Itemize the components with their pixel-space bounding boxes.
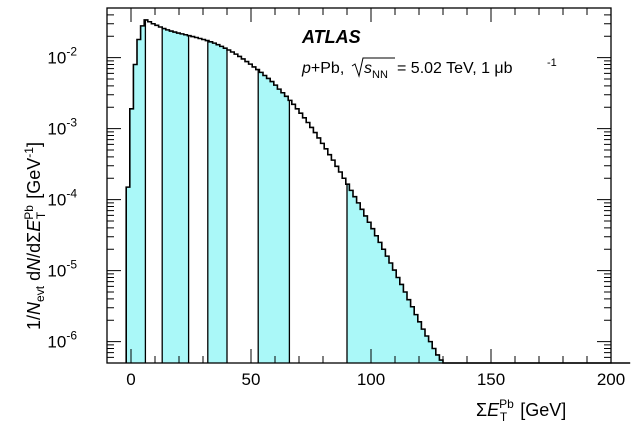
svg-text:1/Nevt dN/dΣEPbT [GeV-1]: 1/Nevt dN/dΣEPbT [GeV-1]: [22, 142, 48, 330]
shaded-interval-0: [126, 19, 146, 363]
y-tick-label: 10-6: [47, 329, 77, 352]
y-tick-label: 10-5: [47, 258, 77, 281]
x-tick-label: 100: [357, 370, 385, 389]
shaded-interval-2: [207, 40, 227, 364]
energy-label: = 5.02 TeV, 1 μb: [397, 60, 513, 77]
y-tick-label: 10-4: [47, 187, 77, 210]
svg-text:ΣEPbT [GeV]: ΣEPb T [GeV]: [476, 397, 566, 424]
svg-text:s: s: [364, 60, 372, 77]
axis-ticks: 0 50 100 150 200 10-6 10-5 10-4 10-3 10-2: [47, 7, 625, 389]
y-axis-title: 1/Nevt dN/dΣEPbT [GeV-1]: [22, 142, 48, 330]
x-tick-label: 50: [242, 370, 261, 389]
x-tick-label: 200: [597, 370, 625, 389]
svg-text:p+Pb,: p+Pb,: [301, 60, 344, 77]
x-axis-title: ΣEPb T [GeV]: [476, 397, 566, 424]
sqrt-s-subscript: NN: [372, 69, 388, 81]
system-label-rest: +Pb,: [311, 60, 344, 77]
shaded-interval-3: [258, 69, 290, 364]
experiment-label: ATLAS: [301, 27, 361, 47]
y-tick-label: 10-3: [47, 116, 77, 139]
energy-label-sup: -1: [547, 57, 557, 69]
x-tick-label: 0: [126, 370, 135, 389]
x-tick-label: 150: [477, 370, 505, 389]
sqrt-sign: [351, 57, 395, 78]
sqrt-s-label: s: [364, 60, 372, 77]
y-tick-label: 10-2: [47, 45, 77, 68]
system-label-p: p: [301, 60, 311, 77]
plot-area: 0 50 100 150 200 10-6 10-5 10-4 10-3 10-2: [47, 7, 631, 389]
collision-info: p+Pb, s NN = 5.02 TeV, 1 μb -1: [301, 57, 557, 81]
plot-frame: [106, 7, 612, 364]
shaded-fills: [126, 19, 611, 364]
shaded-interval-4: [347, 184, 611, 363]
shaded-interval-1: [162, 28, 189, 364]
centrality-boundaries: [144, 19, 348, 363]
